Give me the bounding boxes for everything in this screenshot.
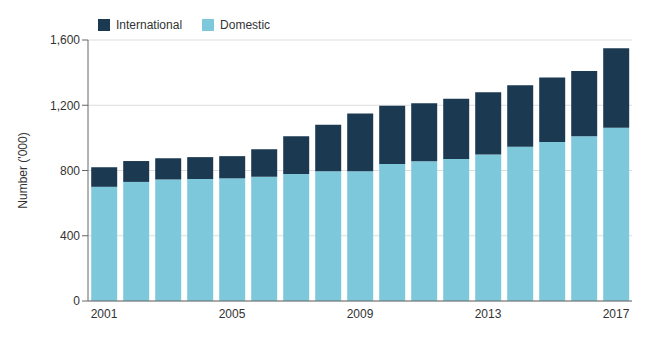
svg-text:1,600: 1,600	[50, 33, 80, 47]
svg-text:2009: 2009	[347, 307, 374, 321]
html-text:Domestic: Domestic	[220, 18, 271, 32]
svg-text:2005: 2005	[219, 307, 246, 321]
svg-text:1,200: 1,200	[50, 99, 80, 113]
svg-text:400: 400	[60, 229, 80, 243]
svg-text:0: 0	[73, 294, 80, 308]
svg-text:2013: 2013	[475, 307, 502, 321]
svg-text:Number ('000): Number ('000)	[16, 132, 30, 208]
svg-text:2001: 2001	[91, 307, 118, 321]
html-text:International: International	[116, 18, 182, 32]
svg-text:800: 800	[60, 164, 80, 178]
svg-text:2017: 2017	[603, 307, 630, 321]
